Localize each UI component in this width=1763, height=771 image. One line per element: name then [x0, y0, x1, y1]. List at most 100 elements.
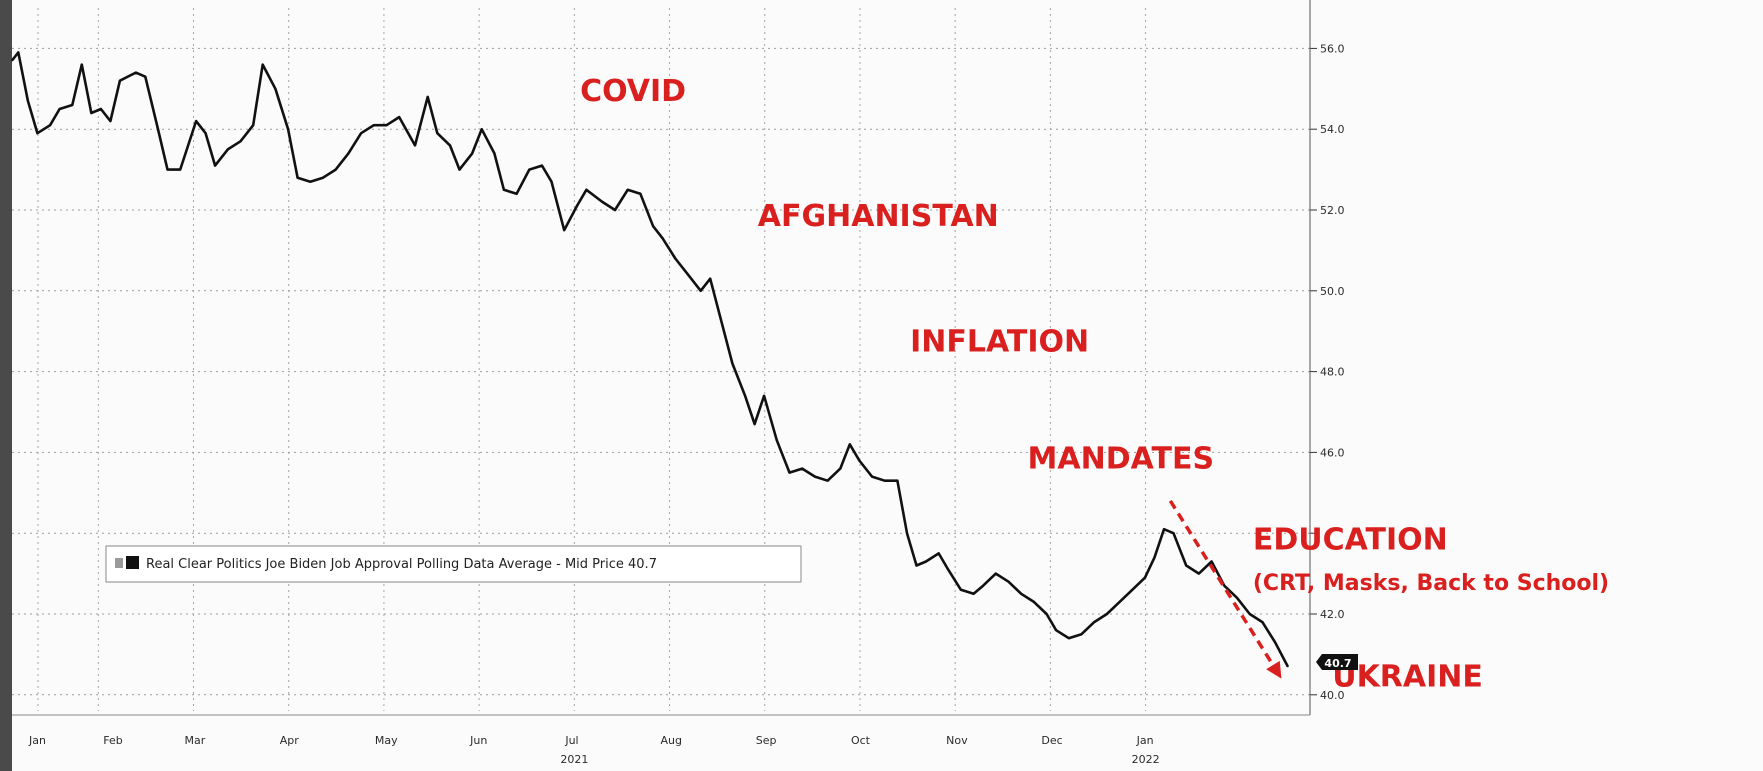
data-point: [26, 100, 29, 102]
data-point: [71, 104, 74, 106]
data-point: [972, 592, 975, 595]
data-point: [883, 479, 886, 482]
x-tick-label: Dec: [1041, 734, 1062, 747]
annotation-label: AFGHANISTAN: [758, 199, 999, 234]
last-value-badge: [1316, 654, 1358, 670]
data-point: [1236, 596, 1238, 599]
y-tick-label: 56.0: [1320, 42, 1345, 55]
annotation-label: COVID: [580, 74, 686, 109]
data-point: [1248, 613, 1251, 615]
data-point: [709, 277, 712, 280]
data-point: [226, 148, 229, 151]
data-point: [449, 144, 451, 147]
data-point: [385, 124, 388, 127]
data-point: [1274, 641, 1276, 644]
data-point: [661, 237, 664, 240]
data-point: [334, 168, 337, 171]
trend-arrow-shaft: [1168, 499, 1283, 680]
annotation-label: (CRT, Masks, Back to School): [1253, 571, 1609, 596]
data-point: [1105, 613, 1108, 615]
data-point: [1067, 637, 1070, 640]
data-point: [11, 59, 13, 62]
x-tick-label: Jan: [28, 734, 46, 747]
x-year-label: 2021: [560, 753, 588, 766]
x-tick-label: Mar: [185, 734, 206, 747]
data-point: [36, 132, 39, 135]
data-point: [1286, 665, 1289, 668]
x-tick-label: Jul: [564, 734, 578, 747]
data-point: [699, 289, 702, 292]
data-point: [261, 63, 264, 66]
y-tick-label: 54.0: [1320, 123, 1345, 136]
data-point: [550, 180, 553, 183]
x-tick-label: Jun: [469, 734, 487, 747]
data-point: [788, 471, 791, 474]
data-point: [1223, 584, 1226, 587]
data-point: [541, 164, 543, 167]
data-point: [58, 108, 61, 110]
data-point: [179, 168, 182, 171]
y-tick-label: 42.0: [1320, 608, 1345, 621]
data-point: [639, 192, 642, 195]
data-point: [575, 205, 578, 207]
last-value-tag: 40.7: [1316, 654, 1358, 670]
data-point: [731, 362, 734, 365]
data-point: [414, 144, 416, 147]
data-point: [721, 326, 724, 329]
data-point: [214, 164, 217, 167]
data-point: [471, 152, 474, 155]
data-point: [915, 564, 918, 567]
data-point: [322, 176, 324, 179]
data-point: [109, 120, 112, 123]
data-point: [274, 87, 277, 90]
data-point: [426, 95, 429, 98]
data-point: [1032, 600, 1035, 603]
legend-text: Real Clear Politics Joe Biden Job Approv…: [146, 557, 657, 572]
data-point: [287, 128, 290, 131]
data-point: [480, 128, 483, 131]
data-point: [360, 132, 362, 135]
data-point: [1045, 613, 1048, 615]
last-value-text: 40.7: [1324, 657, 1351, 670]
data-point: [652, 225, 654, 228]
data-point: [1131, 588, 1134, 591]
data-point: [674, 257, 677, 260]
data-point: [49, 124, 51, 127]
data-point: [204, 132, 207, 135]
data-point: [744, 394, 747, 397]
x-tick-label: May: [375, 734, 398, 747]
trend-arrow-head: [1266, 660, 1282, 679]
data-point: [826, 479, 829, 482]
data-point: [1055, 629, 1058, 632]
data-point: [753, 423, 756, 426]
y-tick-label: 50.0: [1320, 285, 1345, 298]
data-point: [614, 209, 616, 211]
data-point: [563, 229, 566, 232]
data-point: [775, 439, 778, 442]
data-point: [144, 75, 147, 78]
data-point: [1210, 560, 1213, 563]
data-point: [1261, 621, 1264, 623]
data-point: [515, 192, 518, 195]
axes: 40.0 42.0 46.0 48.0 50.0 52.0 54.0 56.0 Jan Feb Ma…: [12, 0, 1345, 766]
annotation-label: EDUCATION: [1253, 522, 1448, 557]
legend-swatch: [126, 556, 139, 569]
data-point: [1118, 600, 1121, 603]
data-point: [1172, 532, 1175, 535]
data-point: [398, 116, 401, 118]
plot-background: [12, 0, 1763, 771]
annotations-layer: COVID AFGHANISTAN INFLATION MANDATES EDUCATI…: [580, 74, 1609, 695]
data-point: [801, 467, 804, 470]
data-point: [372, 124, 375, 127]
data-point: [947, 568, 950, 571]
legend-box: [105, 545, 802, 583]
data-point: [528, 168, 531, 171]
data-point: [1020, 592, 1023, 595]
data-point: [925, 560, 927, 563]
data-point: [1153, 556, 1156, 559]
x-tick-label: Feb: [103, 734, 122, 747]
legend: Real Clear Politics Joe Biden Job Approv…: [105, 545, 802, 583]
data-point: [157, 128, 159, 131]
data-point: [252, 124, 255, 127]
series-layer: [10, 51, 1289, 668]
